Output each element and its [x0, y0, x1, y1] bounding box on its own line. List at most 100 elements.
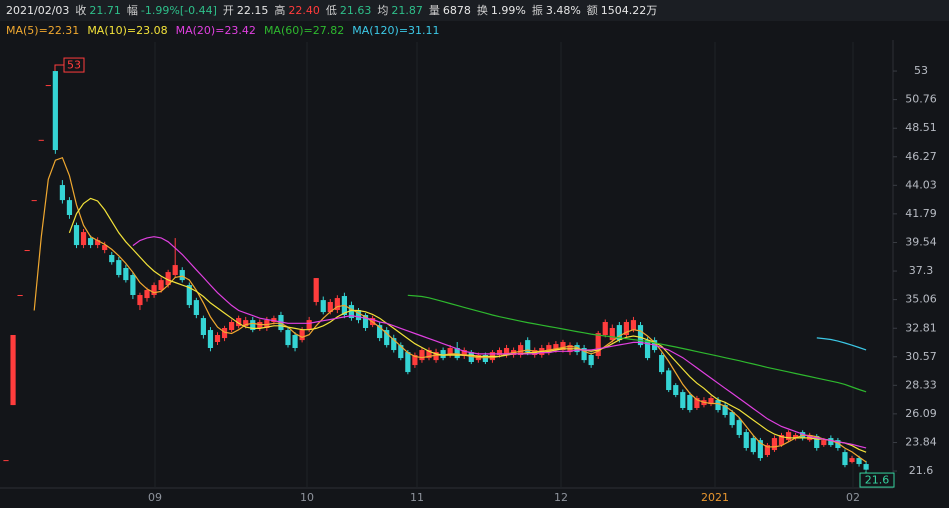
candle: [109, 251, 115, 265]
candle-body: [863, 464, 869, 470]
candle-body: [828, 438, 834, 446]
candle: [151, 282, 157, 298]
candle-body: [17, 295, 23, 297]
candle: [391, 334, 397, 353]
candle: [666, 367, 672, 393]
candle: [31, 200, 37, 202]
candle: [659, 352, 665, 375]
candle: [602, 319, 608, 338]
candle: [419, 347, 425, 363]
quote-value: 21.71: [89, 4, 121, 17]
candle: [229, 319, 235, 333]
candle-body: [221, 327, 228, 339]
x-tick-label: 2021: [701, 491, 729, 504]
quote-item: 均 21.87: [377, 4, 423, 17]
candle-body: [757, 440, 763, 459]
candle-body: [623, 322, 629, 336]
candle-body: [38, 139, 44, 141]
x-tick-label: 10: [300, 491, 314, 504]
candle: [123, 264, 129, 283]
candle-body: [821, 440, 827, 446]
candle-body: [250, 320, 256, 331]
candle: [609, 324, 615, 343]
candle-body: [560, 342, 566, 351]
y-tick-label: 21.6: [909, 464, 934, 477]
legend-entry: MA(120)=31.11: [352, 24, 440, 37]
quote-value: 6878: [442, 4, 471, 17]
candle: [743, 429, 749, 451]
candle: [17, 295, 23, 297]
candle: [398, 342, 404, 361]
candle: [426, 347, 432, 361]
candle-body: [313, 278, 319, 303]
candle: [362, 313, 369, 331]
candle-body: [355, 310, 362, 321]
candle: [729, 409, 735, 428]
candle: [454, 342, 460, 361]
candle-body: [447, 347, 453, 356]
candle-body: [193, 300, 199, 316]
candle-body: [454, 347, 460, 359]
y-tick-label: 39.54: [905, 236, 937, 249]
candle: [10, 335, 16, 406]
candle: [694, 395, 700, 410]
candle-body: [581, 347, 587, 361]
legend-entry: MA(5)=22.31: [6, 24, 80, 37]
candle-body: [172, 265, 178, 276]
candle-body: [320, 300, 326, 313]
ma-legend: MA(5)=22.31 MA(10)=23.08 MA(20)=23.42 MA(60…: [0, 21, 949, 41]
candle: [440, 347, 446, 361]
candle-body: [687, 395, 693, 411]
candle: [250, 316, 256, 333]
candle-body: [207, 330, 214, 348]
candle-body: [31, 200, 37, 202]
candle: [842, 449, 848, 468]
quote-value: 1.99%: [490, 4, 526, 17]
candle: [673, 383, 679, 398]
candle: [750, 435, 756, 455]
y-tick-label: 44.03: [905, 178, 937, 191]
candle-body: [271, 318, 277, 323]
candle: [581, 344, 587, 363]
candle-body: [130, 275, 136, 296]
ma-line: [132, 236, 867, 449]
quote-item: 收 21.71: [75, 4, 121, 17]
candle-body: [243, 320, 249, 327]
candle-body: [694, 398, 700, 408]
candle-body: [334, 298, 340, 311]
annotation-box: [859, 472, 895, 488]
candle: [835, 437, 841, 451]
quote-item: 开 22.15: [223, 4, 269, 17]
candle-body: [736, 420, 742, 436]
quote-label: 高: [274, 4, 286, 17]
y-tick-label: 32.81: [905, 321, 937, 334]
quote-label: 收: [75, 4, 87, 17]
quote-value: 21.87: [391, 4, 423, 17]
quote-date: 2021/02/03: [6, 4, 70, 17]
candle: [680, 389, 686, 410]
quote-value: 1504.22万: [600, 4, 658, 17]
candle: [24, 250, 30, 252]
quote-value: 22.40: [288, 4, 320, 17]
candle-body: [236, 318, 242, 327]
annotation-label: 53: [67, 59, 81, 72]
candle-body: [405, 352, 411, 373]
candle: [785, 430, 792, 442]
quote-label: 幅: [126, 4, 138, 17]
candle-body: [377, 325, 383, 339]
candle: [334, 295, 340, 314]
y-tick-label: 53: [914, 64, 928, 77]
x-tick-label: 11: [410, 491, 424, 504]
candle: [52, 71, 58, 154]
candle-body: [391, 338, 397, 351]
candle: [179, 267, 185, 283]
candle-body: [10, 335, 16, 406]
x-tick-label: 12: [554, 491, 568, 504]
quote-item: 幅 -1.99%[-0.44]: [127, 4, 217, 17]
candle-body: [722, 405, 728, 416]
quote-label: 额: [586, 4, 598, 17]
candle: [236, 315, 242, 329]
candle: [546, 342, 552, 356]
candle-body: [165, 272, 171, 286]
